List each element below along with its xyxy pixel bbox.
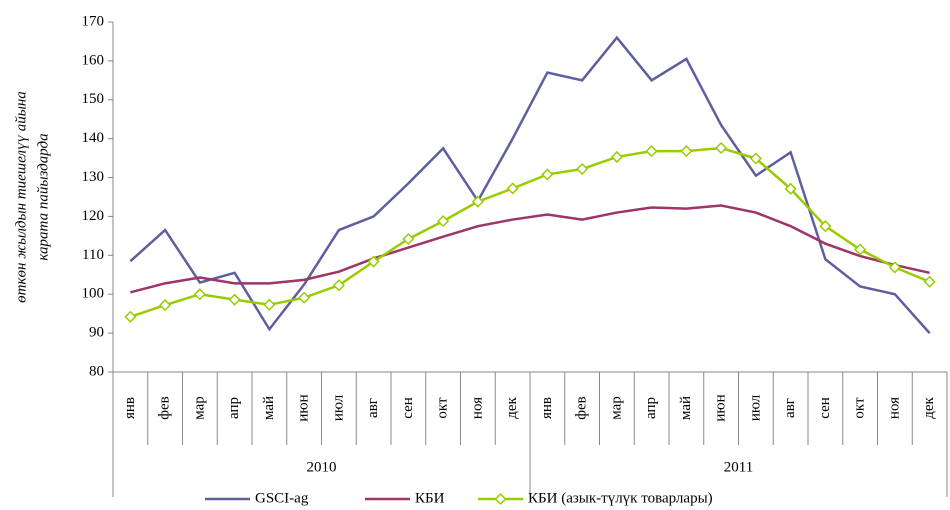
marker <box>888 261 901 274</box>
group-label: 2011 <box>724 459 753 475</box>
y-axis-label: карата пайыздарда <box>35 133 51 260</box>
x-tick-label: июн <box>713 394 729 421</box>
x-tick-label: ноя <box>469 397 485 419</box>
y-tick-label: 90 <box>89 325 104 341</box>
marker <box>367 255 380 268</box>
x-tick-label: мар <box>191 396 207 420</box>
marker <box>263 298 276 311</box>
marker <box>715 141 728 155</box>
marker <box>749 152 762 165</box>
marker <box>193 288 206 301</box>
y-tick-label: 130 <box>82 169 105 185</box>
x-tick-label: окт <box>435 397 451 419</box>
marker <box>159 299 172 312</box>
y-tick-label: 110 <box>82 247 104 263</box>
y-tick-label: 150 <box>82 91 105 107</box>
marker <box>332 279 345 292</box>
marker <box>610 150 623 164</box>
y-axis-label: өткөн жылдын тиешелүү айына <box>13 91 29 303</box>
series-line <box>130 204 930 294</box>
marker <box>854 243 867 256</box>
x-tick-label: фев <box>574 396 590 419</box>
x-tick-label: ноя <box>886 397 902 419</box>
x-tick-label: май <box>261 396 277 420</box>
x-tick-label: фев <box>157 396 173 419</box>
x-tick-label: май <box>678 396 694 420</box>
y-tick-label: 170 <box>82 13 105 29</box>
x-tick-label: июн <box>296 394 312 421</box>
x-tick-label: дек <box>504 396 520 418</box>
marker <box>402 232 415 246</box>
legend-label: КБИ (азык-түлүк товарлары) <box>528 490 713 506</box>
x-tick-label: авг <box>365 398 381 418</box>
x-tick-label: янв <box>539 397 555 419</box>
y-tick-label: 140 <box>82 130 105 146</box>
y-tick-label: 160 <box>82 52 105 68</box>
legend-label: КБИ <box>415 490 445 506</box>
y-tick-label: 100 <box>82 286 105 302</box>
series-line <box>129 146 931 318</box>
marker <box>124 310 137 323</box>
legend-marker <box>494 492 507 506</box>
legend-label: GSCI-ag <box>255 490 309 506</box>
marker <box>437 215 450 228</box>
y-tick-label: 120 <box>82 208 105 224</box>
marker <box>784 182 797 195</box>
x-tick-label: апр <box>226 397 242 419</box>
x-tick-label: дек <box>921 396 937 418</box>
series-line <box>129 35 931 334</box>
x-tick-label: сен <box>400 397 416 419</box>
marker <box>228 293 241 306</box>
marker <box>819 220 832 233</box>
marker <box>680 145 693 158</box>
marker <box>576 162 589 176</box>
marker <box>298 291 311 304</box>
x-tick-label: янв <box>122 397 138 419</box>
x-tick-label: июл <box>747 394 763 421</box>
marker <box>645 145 658 158</box>
x-tick-label: июл <box>330 394 346 421</box>
group-label: 2010 <box>307 459 337 475</box>
y-tick-label: 80 <box>89 363 104 379</box>
x-tick-label: авг <box>782 398 798 418</box>
x-tick-label: апр <box>643 397 659 419</box>
x-tick-label: сен <box>817 397 833 419</box>
marker <box>471 195 484 208</box>
marker <box>506 182 519 195</box>
marker <box>923 275 936 288</box>
x-tick-label: окт <box>852 397 868 419</box>
marker <box>541 168 554 181</box>
x-tick-label: мар <box>608 396 624 420</box>
